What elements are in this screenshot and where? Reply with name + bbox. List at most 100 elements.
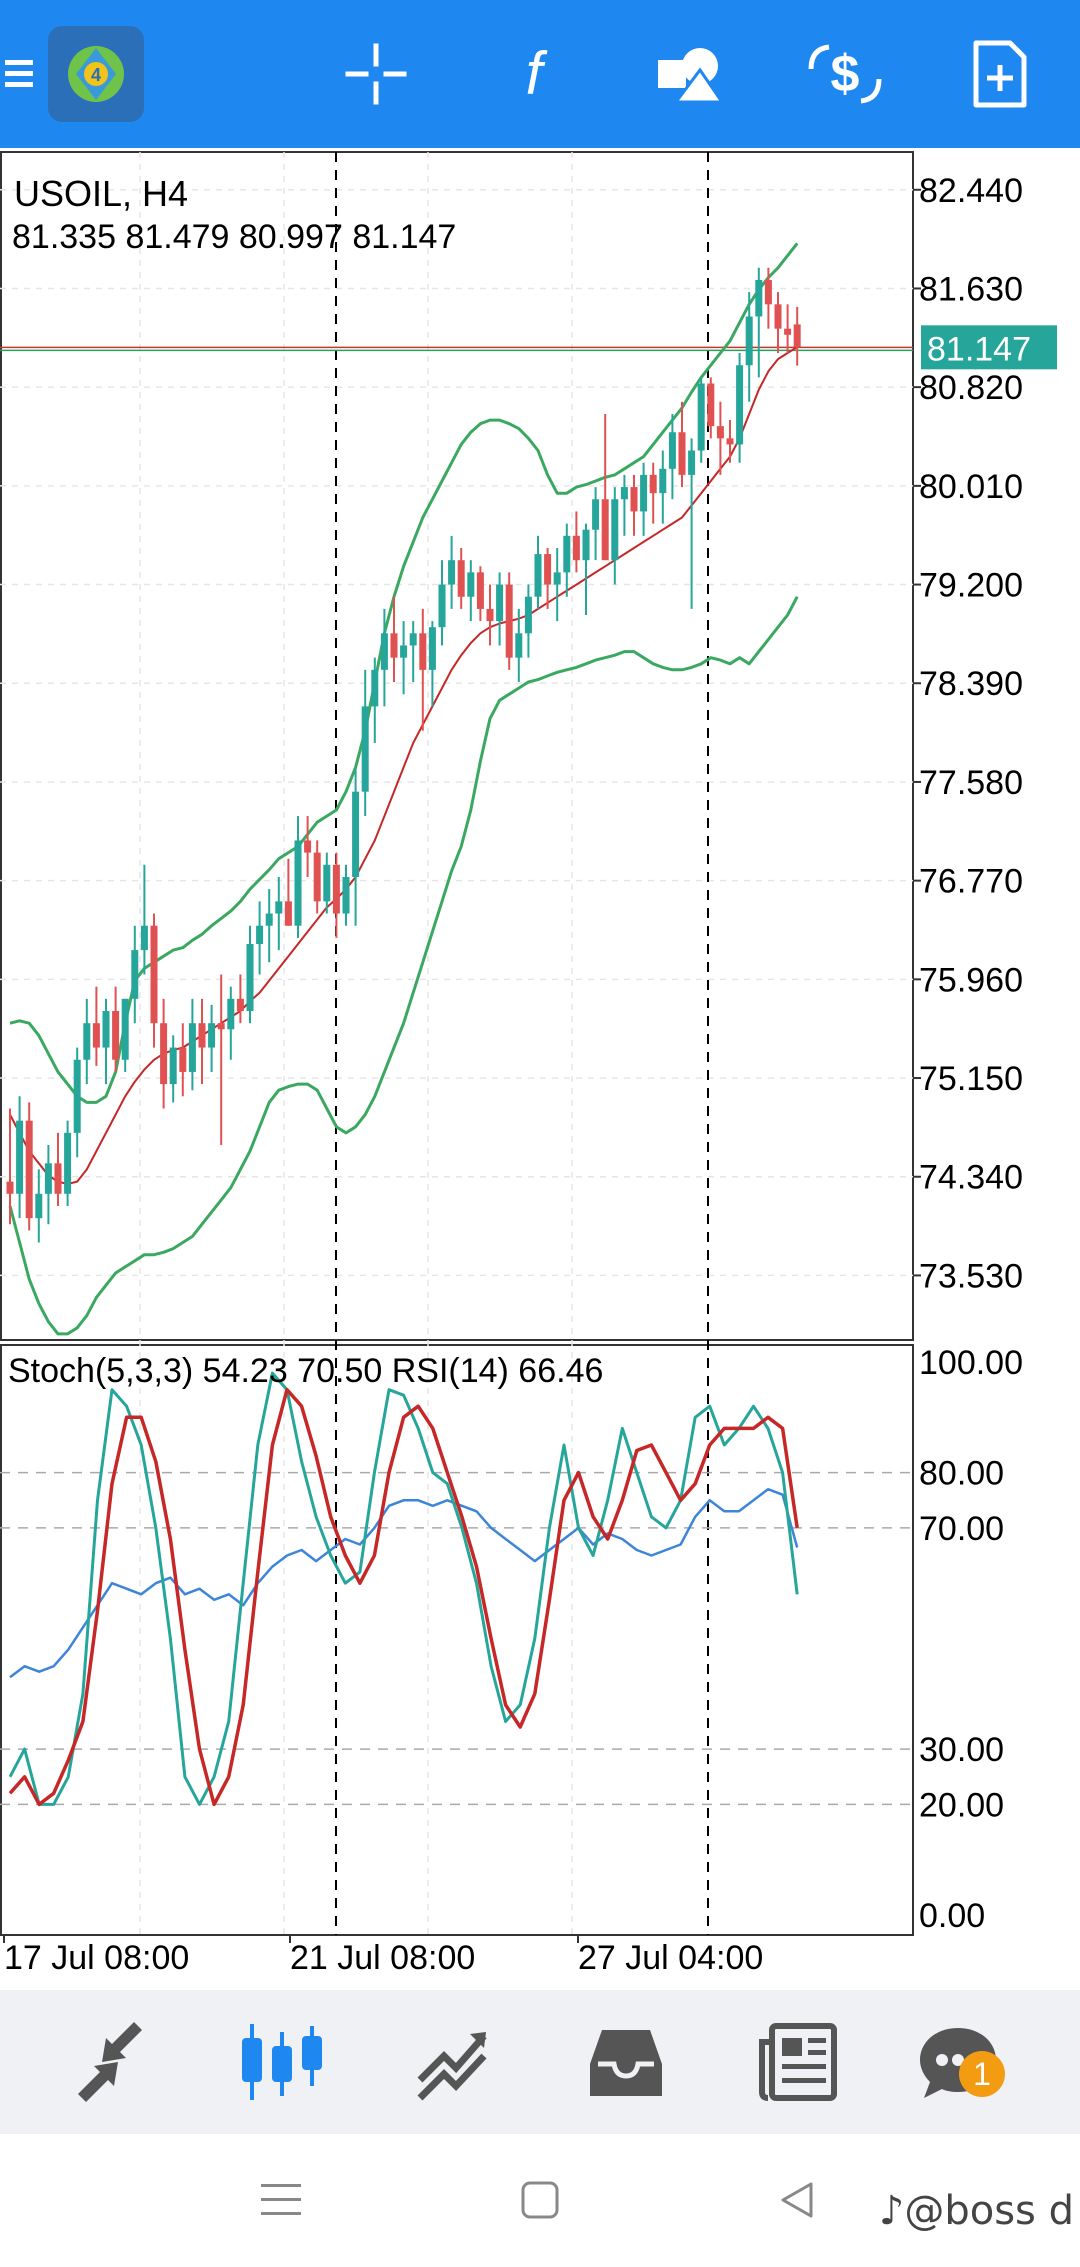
candle [428, 621, 436, 707]
candle-body [188, 1023, 196, 1072]
crosshair-button[interactable] [336, 0, 416, 148]
mt4-logo-icon: 4 [48, 26, 144, 122]
candle-body [35, 1193, 43, 1219]
price-tick-label: 74.340 [919, 1159, 1023, 1197]
price-tick-label: 80.010 [919, 468, 1023, 506]
price-tick-label: 75.960 [919, 961, 1023, 999]
candle-body [755, 279, 763, 317]
indicator-tick-label: 70.00 [919, 1510, 1004, 1548]
nav-history[interactable] [566, 1990, 686, 2134]
candle [553, 548, 561, 622]
watermark: ♪@boss d [879, 2188, 1074, 2234]
candle [697, 377, 705, 463]
candle-body [601, 499, 609, 561]
candle-body [342, 876, 350, 914]
candle [313, 840, 321, 914]
candle-body [73, 1059, 81, 1133]
candle [236, 974, 244, 1024]
price-tick-label: 80.820 [919, 369, 1023, 407]
objects-button[interactable] [648, 0, 732, 148]
nav-news[interactable] [738, 1990, 858, 2134]
recents-icon [261, 2184, 301, 2215]
candle-body [716, 426, 724, 439]
price-chart[interactable]: 82.440 81.630 80.820 80.010 79.200 78.390 77.5… [0, 148, 1080, 1990]
watermark-text: @boss d [904, 2188, 1074, 2234]
recents-button[interactable] [236, 2164, 326, 2236]
stochastic-main-line [8, 1371, 799, 1806]
indicator-label: Stoch(5,3,3) 54.23 70.50 RSI(14) 66.46 [8, 1352, 603, 1390]
indicator-tick-label: 30.00 [919, 1731, 1004, 1769]
candle-body [697, 383, 705, 451]
candle-body [486, 608, 494, 622]
candle [736, 353, 744, 463]
candle-body [246, 944, 254, 1012]
candle-body [179, 1047, 187, 1072]
candle [361, 669, 369, 817]
candle-body [227, 998, 235, 1030]
candle-body [764, 279, 772, 305]
candle [83, 998, 91, 1085]
candle [150, 913, 158, 1048]
candle-body [620, 487, 628, 500]
candle-body [428, 627, 436, 670]
candle [457, 548, 465, 609]
candle [448, 535, 456, 609]
candle-body [793, 324, 801, 348]
nav-trade[interactable] [394, 1990, 514, 2134]
bollinger-upper-line [9, 242, 799, 1104]
candle-body [64, 1132, 72, 1194]
home-icon [521, 2181, 559, 2219]
moving-average-line [9, 346, 798, 1185]
candle-body [630, 487, 638, 512]
candle [793, 306, 801, 366]
indicator-tick-label: 0.00 [919, 1897, 985, 1935]
quotes-icon [78, 2022, 142, 2102]
nav-quotes[interactable] [50, 1990, 170, 2134]
candle-body [553, 572, 561, 585]
bottom-navigation: 1 [0, 1990, 1080, 2134]
trade-button[interactable]: $ [800, 0, 890, 148]
candle [102, 998, 110, 1085]
candle [198, 998, 206, 1085]
candle [352, 767, 360, 926]
back-button[interactable] [752, 2164, 842, 2236]
candle [563, 523, 571, 597]
nav-chart[interactable] [222, 1990, 342, 2134]
indicator-pane-frame [0, 1344, 914, 1936]
menu-button[interactable] [0, 0, 40, 148]
current-price-label: 81.147 [927, 330, 1031, 368]
indicators-button[interactable]: f [494, 0, 574, 148]
candle [582, 523, 590, 616]
new-order-button[interactable] [960, 0, 1040, 148]
svg-text:f: f [526, 42, 548, 106]
candle [294, 816, 302, 938]
candle-body [544, 554, 552, 585]
candle [534, 535, 542, 609]
candle-body [496, 584, 504, 622]
candle-body [208, 1023, 216, 1048]
candle [611, 487, 619, 585]
candle [764, 267, 772, 329]
candle-body [736, 365, 744, 445]
price-tick-label: 75.150 [919, 1060, 1023, 1098]
function-icon: f [526, 42, 548, 106]
price-tick-label: 76.770 [919, 863, 1023, 901]
candle-body [419, 633, 427, 670]
app-logo[interactable]: 4 [48, 0, 144, 148]
home-button[interactable] [495, 2164, 585, 2236]
candle [505, 572, 513, 670]
candle [678, 401, 686, 488]
back-icon [781, 2182, 813, 2218]
current-price-tag [921, 325, 1057, 370]
chart-area[interactable]: 82.440 81.630 80.820 80.010 79.200 78.390 77.5… [0, 148, 1080, 1990]
candle [524, 584, 532, 658]
candle [409, 621, 417, 683]
stochastic-signal-line [8, 1387, 799, 1807]
candle-body [236, 998, 244, 1012]
candle [390, 596, 398, 683]
candle-body [198, 1023, 206, 1048]
candle [64, 1120, 72, 1206]
candle [6, 1108, 14, 1225]
candle-body [707, 383, 715, 427]
candle [208, 1004, 216, 1072]
